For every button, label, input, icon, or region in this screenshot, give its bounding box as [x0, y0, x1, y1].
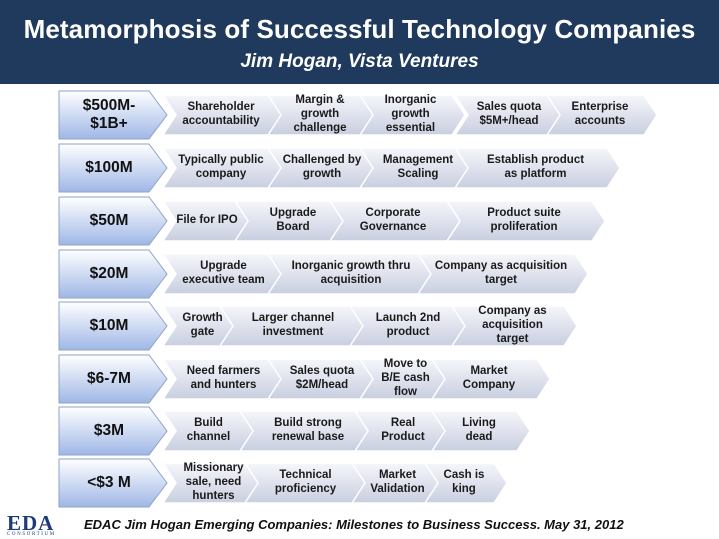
- stage-label: $50M: [89, 212, 129, 230]
- chevron-label: Shareholder accountability: [182, 101, 260, 127]
- milestone-chevron: Shareholder accountability: [163, 89, 283, 141]
- stage-label: $10M: [89, 317, 129, 335]
- chevron-label: Larger channel investment: [251, 312, 335, 338]
- chevron-label: Challenged by growth: [282, 154, 362, 180]
- chevron-label: Build strong renewal base: [271, 417, 345, 443]
- milestone-chevron: Product suite proliferation: [447, 195, 605, 247]
- stage-label: $6-7M: [87, 370, 131, 388]
- chevron-label: Company as acquisition target: [478, 305, 547, 345]
- milestone-chevron: Launch 2nd product: [350, 300, 470, 352]
- milestone-chevron: Living dead: [432, 405, 530, 457]
- stage-3-m: <$3 M: [57, 457, 169, 509]
- chevron-label: Missionary sale, need hunters: [183, 462, 244, 502]
- stage-3m: $3M: [57, 405, 169, 457]
- chevron-label: Product suite proliferation: [487, 207, 561, 233]
- chevron-label: Launch 2nd product: [375, 312, 441, 338]
- chevron-label: Management Scaling: [382, 154, 454, 180]
- milestone-chevron: Enterprise accounts: [547, 89, 657, 141]
- milestone-chevron: Corporate Governance: [330, 195, 460, 247]
- chevron-label: Margin & growth challenge: [293, 94, 347, 134]
- milestone-chevron: Market Company: [432, 353, 550, 405]
- chevron-label: Growth gate: [182, 312, 223, 338]
- stage-20m: $20M: [57, 248, 169, 300]
- chevron-label: Company as acquisition target: [434, 260, 568, 286]
- page-subtitle: Jim Hogan, Vista Ventures: [240, 51, 479, 72]
- chevron-label: Need farmers and hunters: [186, 365, 261, 391]
- chevron-label: Inorganic growth thru acquisition: [291, 260, 411, 286]
- milestone-chevron: Challenged by growth: [268, 142, 380, 194]
- chevron-label: Real Product: [381, 417, 425, 443]
- milestone-row: Growth gate Larger channel investment Launch…: [0, 300, 719, 352]
- stage-500m-1b: $500M- $1B+: [57, 89, 169, 141]
- chevron-label: Sales quota $2M/head: [289, 365, 355, 391]
- stage-label: $100M: [85, 159, 133, 177]
- chevron-label: Cash is king: [443, 469, 485, 495]
- milestone-chevron: File for IPO: [163, 195, 255, 247]
- milestone-chevron: Missionary sale, need hunters: [163, 457, 268, 509]
- milestone-chevron: Company as acquisition target: [418, 248, 588, 300]
- header-banner: Metamorphosis of Successful Technology C…: [0, 0, 719, 84]
- chevron-label: Establish product as platform: [486, 154, 585, 180]
- stage-label: $500M- $1B+: [82, 97, 136, 132]
- chevron-label: Upgrade Board: [269, 207, 317, 233]
- chevron-label: Build channel: [186, 417, 231, 443]
- chevron-label: Sales quota $5M+/head: [476, 101, 542, 127]
- stage-100m: $100M: [57, 142, 169, 194]
- chevron-label: Market Company: [462, 365, 516, 391]
- stage-label: <$3 M: [87, 474, 131, 492]
- logo-text: EDA: [7, 511, 55, 535]
- chevron-label: Enterprise accounts: [571, 101, 629, 127]
- stage-6-7m: $6-7M: [57, 353, 169, 405]
- milestone-chevron: Cash is king: [425, 457, 507, 509]
- page-title: Metamorphosis of Successful Technology C…: [23, 14, 696, 44]
- stage-label: $20M: [89, 265, 129, 283]
- milestone-row: Typically public company Challenged by grow…: [0, 142, 719, 194]
- milestone-chevron: Establish product as platform: [455, 142, 620, 194]
- milestone-row: Shareholder accountability Margin & growth c…: [0, 89, 719, 141]
- stage-50m: $50M: [57, 195, 169, 247]
- chevron-label: Corporate Governance: [359, 207, 427, 233]
- milestone-chevron: Company as acquisition target: [452, 300, 577, 352]
- milestone-chevron: Upgrade executive team: [163, 248, 288, 300]
- milestone-chevron: Larger channel investment: [220, 300, 370, 352]
- chevron-label: Market Validation: [370, 469, 425, 495]
- milestone-chevron: Margin & growth challenge: [268, 89, 376, 141]
- milestone-chevron: Inorganic growth thru acquisition: [268, 248, 438, 300]
- footer-caption: EDAC Jim Hogan Emerging Companies: Miles…: [84, 517, 624, 532]
- chevron-label: Typically public company: [178, 154, 264, 180]
- logo-subtext: CONSORTIUM: [7, 532, 56, 537]
- milestone-chevron: Move to B/E cash flow: [360, 353, 455, 405]
- milestone-chevron: Build channel: [163, 405, 258, 457]
- milestone-row: File for IPO Upgrade Board Corporate Governa…: [0, 195, 719, 247]
- stage-10m: $10M: [57, 300, 169, 352]
- chevron-label: Inorganic growth essential: [384, 94, 437, 134]
- milestone-row: Need farmers and hunters Sales quota $2M/he…: [0, 353, 719, 405]
- milestone-chevron: Management Scaling: [360, 142, 480, 194]
- chevron-label: Technical proficiency: [274, 469, 337, 495]
- milestone-chevron: Upgrade Board: [235, 195, 355, 247]
- chevron-label: Living dead: [462, 417, 496, 443]
- milestone-chevron: Build strong renewal base: [240, 405, 380, 457]
- eda-consortium-logo: EDA CONSORTIUM: [7, 511, 71, 538]
- milestone-row: Missionary sale, need hunters Technical prof…: [0, 457, 719, 509]
- milestone-row: Upgrade executive team Inorganic growth th…: [0, 248, 719, 300]
- milestone-chevron: Typically public company: [163, 142, 283, 194]
- chevron-label: File for IPO: [176, 214, 238, 227]
- milestone-row: Build channel Build strong renewal base Real…: [0, 405, 719, 457]
- milestone-chevron: Inorganic growth essential: [360, 89, 465, 141]
- stage-label: $3M: [93, 422, 125, 440]
- chevron-label: Upgrade executive team: [182, 260, 265, 286]
- chevron-label: Move to B/E cash flow: [381, 358, 430, 398]
